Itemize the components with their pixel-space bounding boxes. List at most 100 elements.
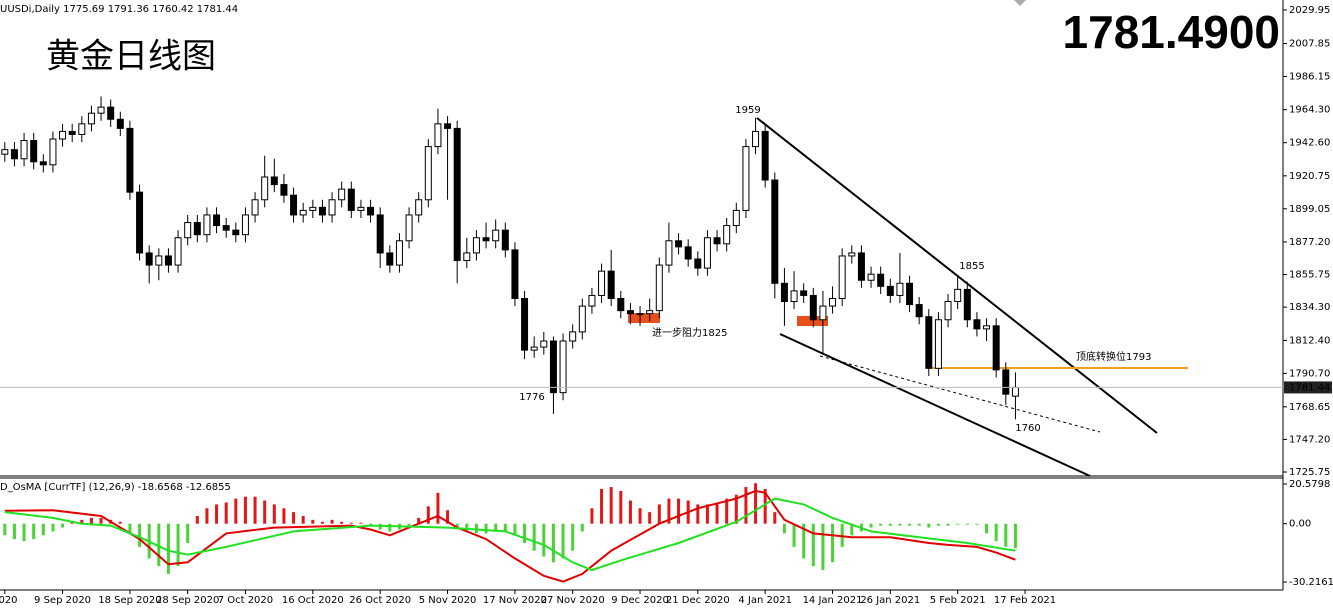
candle-body [367, 206, 375, 216]
candle-body [309, 206, 317, 211]
candle-body [20, 140, 28, 160]
candle-body [193, 222, 201, 236]
candle-body [164, 255, 172, 266]
histogram-bar [994, 523, 998, 542]
candle-body [97, 106, 105, 114]
candle-body [415, 199, 423, 216]
histogram-bar [3, 523, 7, 536]
x-tick-label: 16 Oct 2020 [282, 595, 344, 606]
histogram-bar [927, 523, 931, 528]
ohlc-high: 1791.36 [108, 4, 149, 15]
x-tick-label: 5 Feb 2021 [930, 595, 986, 606]
x-tick-label: 18 Sep 2020 [98, 595, 161, 606]
histogram-bar [965, 523, 969, 525]
histogram-bar [243, 496, 247, 524]
histogram-bar [494, 523, 498, 532]
candle-body [261, 176, 269, 201]
trend-line [779, 333, 1091, 477]
candle-body [944, 301, 952, 321]
y-tick-label: 2007.85 [1289, 39, 1330, 50]
histogram-bar [138, 523, 142, 547]
histogram-bar [590, 508, 594, 524]
x-tick-label: 26 Jan 2021 [860, 595, 920, 606]
trend-line [819, 355, 1101, 433]
histogram-bar [975, 523, 979, 525]
candle-body [386, 252, 394, 266]
histogram-bar [253, 496, 257, 524]
candle-body [328, 199, 336, 216]
histogram-bar [551, 523, 555, 563]
x-tick-label: 27 Nov 2020 [541, 595, 605, 606]
trend-line [756, 117, 1158, 434]
candle-body [588, 294, 596, 307]
candle-body [848, 252, 856, 257]
y-tick-label: 2029.95 [1289, 5, 1330, 16]
histogram-bar [523, 523, 527, 543]
histogram-bar [215, 504, 219, 524]
histogram-bar [811, 523, 815, 567]
candle-body [482, 237, 490, 242]
y-tick-label: 1834.30 [1289, 302, 1330, 313]
candle-body [771, 179, 779, 284]
candle-body [453, 127, 461, 262]
candle-body [213, 214, 221, 227]
last-price-label: 1781.44 [1289, 382, 1330, 393]
histogram-bar [320, 521, 324, 524]
annotation: 进一步阻力1825 [652, 326, 727, 339]
histogram-bar [446, 510, 450, 524]
histogram-bar [898, 523, 902, 526]
candle-body [877, 273, 885, 287]
histogram-bar [51, 523, 55, 532]
candle-body [1002, 369, 1010, 395]
histogram-bar [176, 523, 180, 567]
ohlc-open: 1775.69 [63, 4, 104, 15]
candle-body [405, 214, 413, 242]
histogram-bar [734, 494, 738, 524]
candle-body [318, 206, 326, 216]
histogram-bar [754, 483, 758, 524]
histogram-bar [725, 498, 729, 524]
candle-body [521, 297, 529, 351]
histogram-bar [61, 523, 65, 528]
indicator-label: D_OsMA [CurrTF] (12,26,9) -18.6568 -12.6… [0, 482, 231, 493]
candle-body [10, 149, 18, 160]
candle-body [251, 199, 259, 216]
candle-body [444, 123, 452, 129]
bid-display: 1781.4900 [1063, 6, 1280, 58]
candle-body [684, 246, 692, 260]
candle-body [675, 240, 683, 248]
histogram-bar [802, 523, 806, 559]
candle-body [174, 237, 182, 266]
histogram-bar [99, 517, 103, 524]
candle-body [896, 282, 904, 296]
candle-body [434, 123, 442, 148]
histogram-bar [330, 519, 334, 524]
candle-body [886, 285, 894, 296]
histogram-bar [157, 523, 161, 567]
histogram-bar [407, 523, 411, 526]
y-tick-label: 1768.65 [1289, 402, 1330, 413]
histogram-bar [118, 521, 122, 524]
x-tick-label: 17 Feb 2021 [994, 595, 1056, 606]
histogram-bar [22, 523, 26, 542]
histogram-bar [388, 523, 392, 532]
x-tick-label: 7 Oct 2020 [218, 595, 273, 606]
y-tick-label: 1877.20 [1289, 237, 1330, 248]
candle-body [78, 123, 86, 135]
candle-body [723, 225, 731, 245]
histogram-bar [696, 504, 700, 524]
candle-body [732, 209, 740, 227]
candle-body [68, 130, 76, 135]
candle-body [540, 340, 548, 348]
symbol: UUSDi,Daily [0, 4, 60, 15]
y-tick-label: 1747.20 [1289, 434, 1330, 445]
chart-header: UUSDi,Daily 1775.69 1791.36 1760.42 1781… [0, 4, 238, 15]
y-tick-label: 20.5798 [1289, 479, 1330, 490]
candle-body [626, 310, 634, 315]
x-tick-label: 14 Jan 2021 [803, 595, 863, 606]
candle-body [934, 319, 942, 369]
histogram-bar [956, 523, 960, 525]
resistance-zone [628, 313, 660, 323]
candle-body [800, 290, 808, 296]
